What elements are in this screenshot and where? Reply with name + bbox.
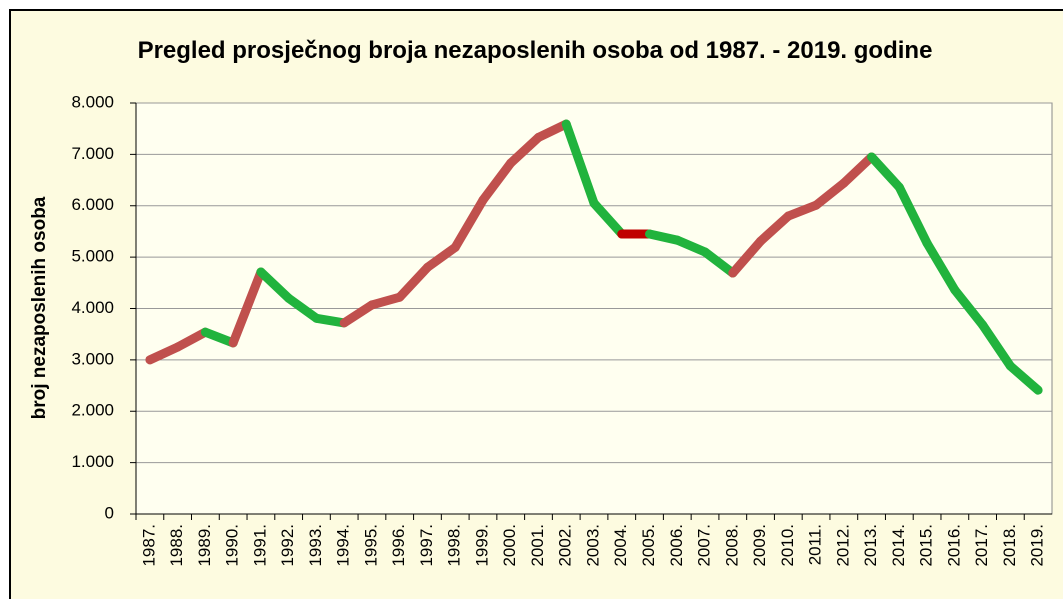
y-axis-label: broj nezaposlenih osoba bbox=[29, 196, 50, 419]
x-tick-label: 2017. bbox=[972, 524, 991, 567]
line-segment bbox=[422, 242, 460, 272]
y-tick-label: 7.000 bbox=[71, 144, 114, 163]
x-tick-label: 1993. bbox=[306, 524, 325, 567]
line-segment bbox=[339, 300, 377, 328]
x-tick-label: 2002. bbox=[556, 524, 575, 567]
x-tick-label: 2014. bbox=[889, 524, 908, 567]
line-segment bbox=[839, 152, 877, 188]
line-segment bbox=[450, 195, 488, 252]
line-segment bbox=[950, 285, 988, 330]
line-segment bbox=[783, 200, 821, 221]
x-tick-label: 2010. bbox=[778, 524, 797, 567]
y-tick-label: 6.000 bbox=[71, 195, 114, 214]
line-segment bbox=[173, 327, 210, 352]
line-segment bbox=[284, 293, 321, 323]
line-segment bbox=[728, 236, 766, 278]
line-segment bbox=[867, 152, 904, 192]
x-tick-label: 2006. bbox=[667, 524, 686, 567]
x-tick-label: 2009. bbox=[750, 524, 769, 567]
x-tick-label: 2005. bbox=[639, 524, 658, 567]
line-segment bbox=[589, 198, 627, 239]
line-segment bbox=[506, 132, 543, 168]
y-tick-label: 8.000 bbox=[71, 92, 114, 111]
line-segment bbox=[478, 158, 516, 205]
x-tick-label: 2001. bbox=[528, 524, 547, 567]
line-segment bbox=[561, 119, 599, 208]
x-tick-label: 1989. bbox=[195, 524, 214, 567]
chart-title: Pregled prosječnog broja nezaposlenih os… bbox=[137, 37, 933, 64]
x-tick-label: 2016. bbox=[944, 524, 963, 567]
x-tick-label: 2003. bbox=[583, 524, 602, 567]
line-segment bbox=[756, 211, 793, 246]
y-tick-label: 3.000 bbox=[71, 349, 114, 368]
line-segment bbox=[145, 342, 183, 365]
y-tick-label: 5.000 bbox=[71, 247, 114, 266]
line-segment bbox=[672, 235, 710, 257]
x-tick-label: 1995. bbox=[361, 524, 380, 567]
line-segment bbox=[228, 267, 266, 348]
line-segment bbox=[533, 119, 571, 142]
line-segment bbox=[395, 262, 432, 302]
x-tick-label: 1987. bbox=[139, 524, 158, 567]
line-segment bbox=[811, 178, 849, 210]
x-tick-label: 2015. bbox=[917, 524, 936, 567]
x-tick-label: 2011. bbox=[806, 524, 825, 565]
line-segment bbox=[200, 327, 238, 348]
x-tick-label: 2008. bbox=[722, 524, 741, 567]
x-tick-label: 2007. bbox=[695, 524, 714, 567]
x-tick-label: 1998. bbox=[445, 524, 464, 567]
line-segment bbox=[367, 292, 405, 310]
x-tick-label: 1990. bbox=[223, 524, 242, 567]
line-segment bbox=[978, 320, 1015, 371]
x-tick-label: 2018. bbox=[1000, 524, 1019, 567]
x-tick-label: 1997. bbox=[417, 524, 436, 567]
x-tick-label: 2019. bbox=[1028, 524, 1047, 567]
y-tick-label: 1.000 bbox=[71, 452, 114, 471]
x-tick-label: 1988. bbox=[167, 524, 186, 567]
line-segment bbox=[894, 182, 932, 248]
line-segment bbox=[922, 238, 960, 295]
x-tick-label: 2000. bbox=[500, 524, 519, 567]
line-segment bbox=[700, 247, 738, 278]
line-segment bbox=[256, 267, 294, 303]
y-tick-label: 0 bbox=[105, 503, 114, 522]
x-tick-label: 1994. bbox=[334, 524, 353, 567]
line-segment bbox=[311, 313, 349, 328]
y-tick-label: 4.000 bbox=[71, 298, 114, 317]
x-tick-label: 2004. bbox=[611, 524, 630, 567]
line-segment bbox=[1005, 361, 1043, 395]
x-tick-label: 1991. bbox=[250, 524, 269, 567]
x-tick-label: 1996. bbox=[389, 524, 408, 567]
x-tick-label: 1992. bbox=[278, 524, 297, 567]
x-tick-label: 1999. bbox=[472, 524, 491, 567]
x-tick-label: 2012. bbox=[833, 524, 852, 567]
y-tick-label: 2.000 bbox=[71, 401, 114, 420]
line-segment bbox=[645, 229, 682, 245]
x-tick-label: 2013. bbox=[861, 524, 880, 567]
